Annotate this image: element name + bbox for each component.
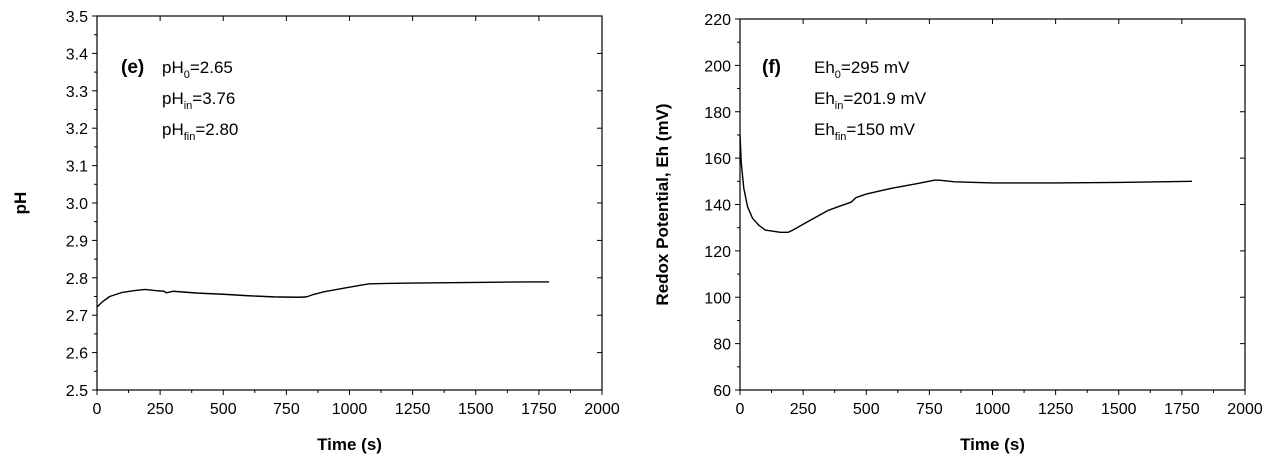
series-line: [96, 281, 549, 308]
x-tick-label: 1000: [332, 401, 368, 418]
annotation-text: pH0=2.65: [162, 58, 233, 81]
annotation-base: pH: [162, 89, 184, 108]
x-tick-label: 0: [736, 401, 745, 418]
x-tick-label: 250: [790, 401, 817, 418]
x-tick-label: 1250: [395, 401, 431, 418]
annotation-base: Eh: [814, 58, 835, 77]
y-tick-label: 3.5: [66, 9, 88, 26]
annotation-text: Eh0=295 mV: [814, 58, 910, 81]
y-tick-label: 2.8: [66, 271, 88, 288]
y-tick-label: 100: [704, 290, 731, 307]
annotation-base: pH: [162, 120, 184, 139]
annotation-value: =2.65: [190, 58, 233, 77]
annotation-value: =295 mV: [841, 58, 910, 77]
y-tick-label: 3.0: [66, 196, 88, 213]
annotation-text: pHfin=2.80: [162, 120, 238, 143]
x-tick-label: 250: [147, 401, 174, 418]
y-tick-label: 60: [713, 383, 731, 400]
x-tick-label: 0: [93, 401, 102, 418]
y-tick-label: 160: [704, 151, 731, 168]
x-axis-title: Time (s): [960, 435, 1025, 454]
y-tick-label: 3.2: [66, 121, 88, 138]
y-axis-title: Redox Potential, Eh (mV): [653, 103, 672, 305]
x-tick-label: 1750: [1164, 401, 1200, 418]
annotation-subscript: in: [184, 100, 193, 112]
annotation-value: =2.80: [195, 120, 238, 139]
annotation-base: Eh: [814, 89, 835, 108]
chart-panel-f: 0 250 500 750 1000 1250 1500 1750 20006080100120…: [653, 12, 1263, 454]
annotation-subscript: in: [835, 100, 844, 112]
annotation-value: =150 mV: [846, 120, 915, 139]
y-tick-label: 180: [704, 105, 731, 122]
x-tick-label: 500: [853, 401, 880, 418]
x-tick-label: 1750: [521, 401, 557, 418]
x-tick-label: 750: [273, 401, 300, 418]
annotation-base: pH: [162, 58, 184, 77]
panel-label: (e): [121, 57, 144, 78]
annotation-value: =3.76: [192, 89, 235, 108]
annotation-subscript: 0: [184, 69, 190, 81]
annotation-subscript: fin: [184, 131, 196, 143]
panel-label: (f): [762, 57, 781, 78]
series-line: [739, 134, 1192, 234]
y-tick-label: 220: [704, 12, 731, 29]
x-tick-label: 1500: [1101, 401, 1137, 418]
annotation-subscript: fin: [835, 131, 847, 143]
y-tick-label: 2.5: [66, 383, 88, 400]
annotation-value: =201.9 mV: [843, 89, 926, 108]
x-tick-label: 1500: [458, 401, 494, 418]
y-tick-label: 80: [713, 337, 731, 354]
x-axis-title: Time (s): [317, 435, 382, 454]
y-tick-label: 200: [704, 58, 731, 75]
y-tick-label: 2.7: [66, 308, 88, 325]
y-tick-label: 3.3: [66, 84, 88, 101]
annotation-text: Ehfin=150 mV: [814, 120, 916, 143]
x-tick-label: 1250: [1038, 401, 1074, 418]
y-tick-label: 140: [704, 198, 731, 215]
annotation-text: pHin=3.76: [162, 89, 235, 112]
x-tick-label: 2000: [1227, 401, 1263, 418]
y-tick-label: 3.1: [66, 159, 88, 176]
annotation-text: Ehin=201.9 mV: [814, 89, 927, 112]
x-tick-label: 2000: [584, 401, 620, 418]
y-tick-label: 3.4: [66, 46, 88, 63]
x-tick-label: 500: [210, 401, 237, 418]
x-tick-label: 1000: [975, 401, 1011, 418]
y-tick-label: 2.6: [66, 346, 88, 363]
y-axis-title: pH: [11, 192, 30, 215]
y-tick-label: 2.9: [66, 233, 88, 250]
chart-panel-e: 0 250 500 750 1000 1250 1500 1750 2000 2.5 2.6 2.7 2…: [11, 9, 620, 454]
y-tick-label: 120: [704, 244, 731, 261]
x-tick-label: 750: [916, 401, 943, 418]
annotation-subscript: 0: [835, 69, 841, 81]
annotation-base: Eh: [814, 120, 835, 139]
